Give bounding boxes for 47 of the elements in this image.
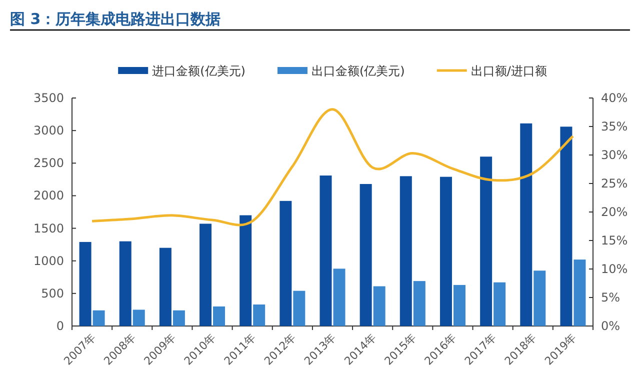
bar (92, 310, 105, 326)
y2-tick-label: 35% (601, 120, 628, 134)
bar (534, 270, 546, 326)
y2-tick-label: 10% (601, 262, 628, 276)
y-tick-label: 1000 (33, 254, 64, 268)
bar (333, 268, 346, 326)
bar (494, 282, 506, 326)
y2-tick-label: 40% (601, 91, 628, 105)
bar (574, 260, 586, 326)
bar (400, 176, 412, 326)
bar (119, 241, 132, 326)
bar (413, 281, 426, 326)
bar (373, 286, 386, 326)
y2-tick-label: 0% (601, 319, 620, 333)
legend-label: 进口金额(亿美元) (152, 64, 246, 78)
y2-tick-label: 30% (601, 148, 628, 162)
y-tick-label: 2000 (33, 188, 64, 203)
chart-title: 图 3：历年集成电路进出口数据 (10, 10, 221, 28)
bar (453, 284, 466, 326)
legend-label: 出口额/进口额 (470, 64, 547, 78)
bar (172, 310, 185, 326)
bar (240, 215, 252, 326)
bar (480, 156, 492, 326)
bar (79, 242, 92, 326)
bar (293, 290, 306, 326)
bar (159, 248, 172, 326)
y-tick-label: 1500 (33, 221, 64, 236)
bar (360, 184, 372, 326)
y2-tick-label: 25% (601, 176, 628, 190)
bar (520, 123, 532, 326)
bar (280, 200, 292, 326)
y-tick-label: 0 (56, 319, 64, 333)
bar (560, 126, 572, 326)
bar (440, 176, 452, 326)
y-tick-label: 500 (41, 286, 64, 300)
bar (320, 176, 332, 326)
y2-tick-label: 15% (601, 234, 628, 248)
bar (200, 224, 212, 326)
y2-tick-label: 5% (601, 290, 620, 304)
y2-tick-label: 20% (601, 205, 628, 219)
bar (213, 306, 226, 326)
y-tick-label: 3500 (33, 91, 64, 105)
bar (253, 304, 266, 326)
legend-label: 出口金额(亿美元) (311, 64, 405, 78)
y-tick-label: 3000 (33, 124, 64, 138)
bar (132, 310, 145, 326)
y-tick-label: 2500 (33, 156, 64, 170)
